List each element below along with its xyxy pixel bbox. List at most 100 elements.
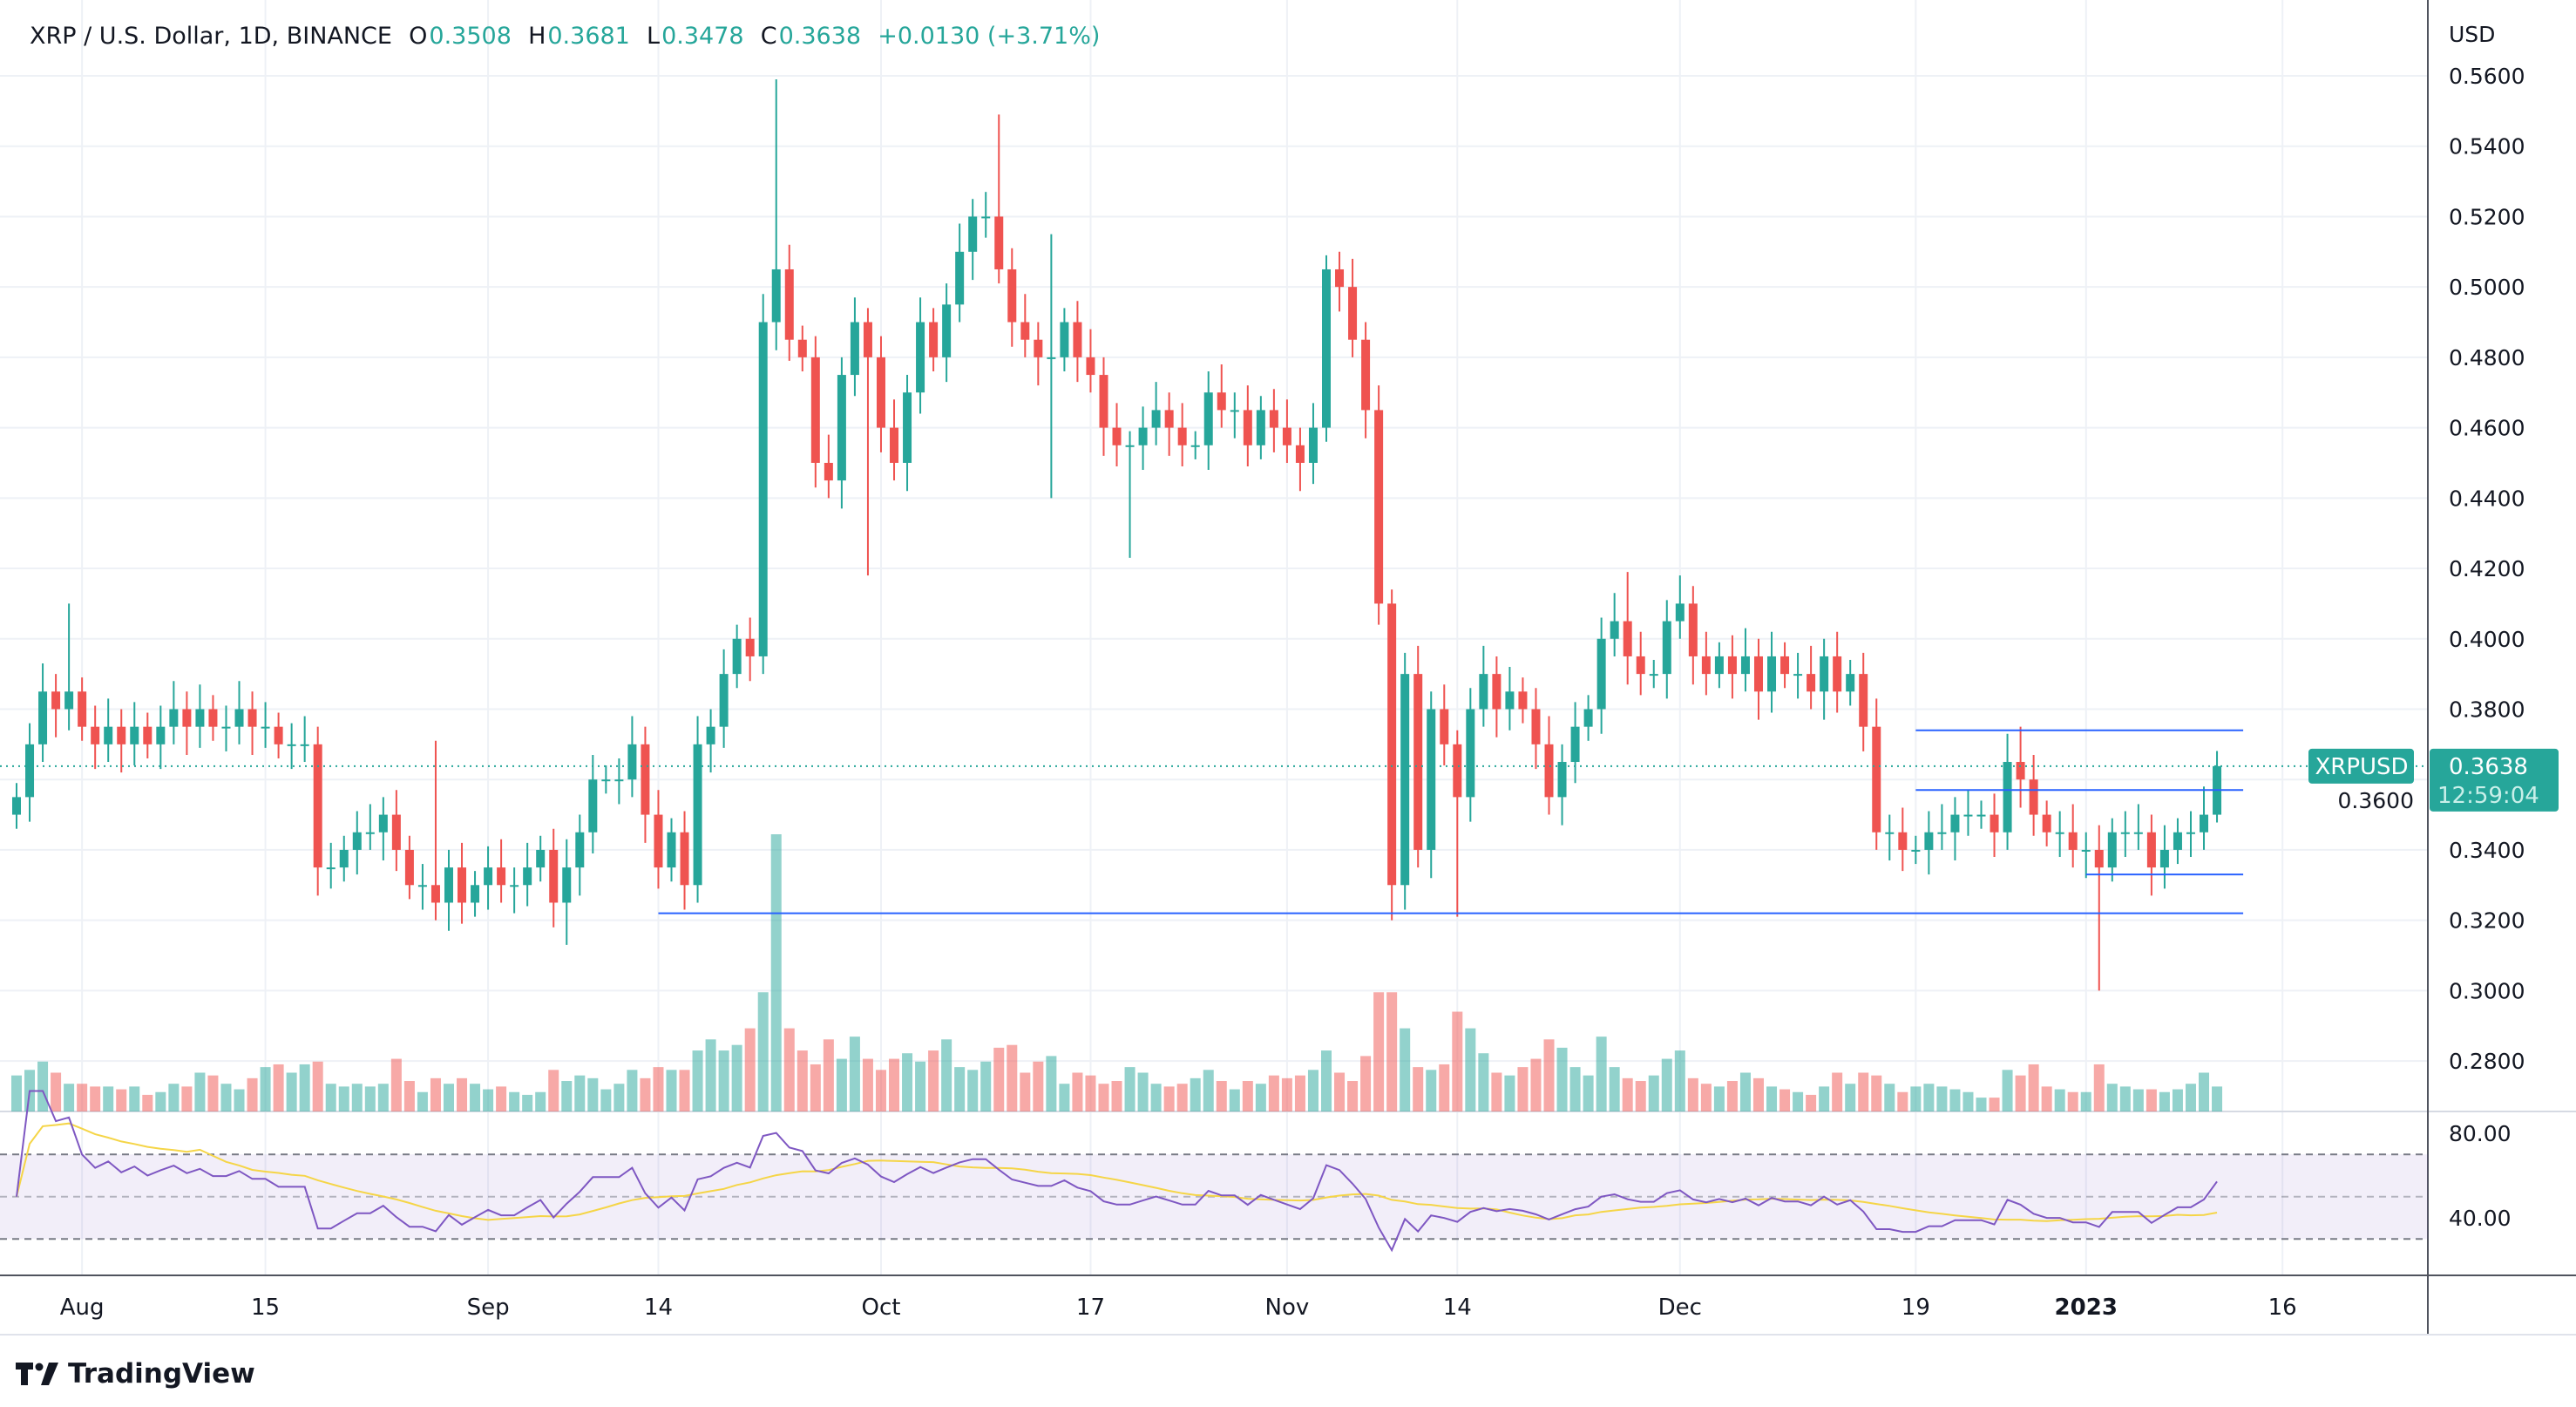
candle-body xyxy=(1924,832,1934,850)
volume-bar xyxy=(168,1084,180,1111)
volume-bar xyxy=(1871,1075,1882,1111)
price-tick-label: 0.5400 xyxy=(2449,134,2525,160)
volume-bar xyxy=(980,1061,992,1111)
volume-bar xyxy=(1661,1058,1672,1111)
open-value: 0.3508 xyxy=(429,23,512,50)
candle-body xyxy=(1060,322,1069,357)
volume-bar xyxy=(1163,1086,1175,1111)
volume-bar xyxy=(993,1047,1005,1111)
volume-bar xyxy=(2132,1089,2144,1111)
volume-bar xyxy=(103,1086,114,1111)
volume-bar xyxy=(234,1089,245,1111)
volume-bar xyxy=(1884,1084,1895,1111)
candle-body xyxy=(784,268,794,340)
candle-body xyxy=(378,814,388,833)
volume-bar xyxy=(1386,992,1398,1111)
volume-bar xyxy=(116,1089,127,1111)
candle-body xyxy=(117,726,126,744)
volume-bar xyxy=(1321,1050,1332,1111)
ticker-badge-label: XRPUSD xyxy=(2315,754,2408,780)
volume-bar xyxy=(928,1050,939,1111)
candle-body xyxy=(903,392,912,463)
volume-bar xyxy=(1713,1086,1725,1111)
candle-body xyxy=(745,638,755,656)
candle-body xyxy=(810,357,820,463)
volume-bar xyxy=(338,1086,349,1111)
last-price-value: 0.3638 xyxy=(2449,754,2528,780)
candle-body xyxy=(1820,656,1829,692)
candle-body xyxy=(968,216,978,252)
candle-body xyxy=(1295,445,1305,463)
candle-body xyxy=(143,726,153,744)
volume-bar xyxy=(1949,1089,1961,1111)
volume-bar xyxy=(797,1050,808,1111)
candle-body xyxy=(1583,709,1593,727)
candle-body xyxy=(2016,762,2025,780)
volume-bar xyxy=(1687,1077,1698,1111)
price-tick-label: 0.4800 xyxy=(2449,345,2525,370)
volume-bar xyxy=(1635,1081,1646,1111)
candle-body xyxy=(1374,410,1384,604)
volume-bar xyxy=(1268,1075,1279,1111)
volume-bar xyxy=(783,1028,795,1111)
candle-body xyxy=(863,322,872,357)
candle-body xyxy=(601,779,611,782)
volume-bar xyxy=(1294,1075,1305,1111)
candle-body xyxy=(169,709,179,727)
volume-bar xyxy=(142,1094,153,1111)
candle-body xyxy=(1872,726,1881,833)
volume-bar xyxy=(1072,1072,1083,1111)
candle-body xyxy=(588,779,598,833)
candle-body xyxy=(38,691,48,744)
volume-bar xyxy=(1360,1056,1372,1111)
legend-header: XRP / U.S. Dollar, 1D, BINANCE O0.3508 H… xyxy=(30,23,1102,50)
candle-body xyxy=(12,797,21,815)
candle-body xyxy=(1047,357,1056,359)
volume-bar xyxy=(1255,1084,1266,1111)
candle-body xyxy=(1649,674,1658,676)
volume-bar xyxy=(1046,1056,1057,1111)
high-value: 0.3681 xyxy=(547,23,630,50)
candle-body xyxy=(326,867,336,870)
volume-bar xyxy=(325,1084,336,1111)
candle-body xyxy=(221,726,231,729)
candle-body xyxy=(1269,410,1278,428)
candle-body xyxy=(2042,814,2051,833)
volume-bar xyxy=(1832,1072,1843,1111)
volume-bar xyxy=(443,1084,454,1111)
tradingview-logo[interactable]: TradingView xyxy=(16,1358,255,1390)
volume-bar xyxy=(1413,1067,1424,1111)
volume-bar xyxy=(744,1028,756,1111)
volume-bar xyxy=(1766,1086,1778,1111)
volume-bar xyxy=(692,1050,703,1111)
price-tick-label: 0.2800 xyxy=(2449,1049,2525,1074)
volume-bar xyxy=(1033,1061,1044,1111)
price-tick-label: 0.4200 xyxy=(2449,556,2525,581)
volume-bar xyxy=(1059,1084,1070,1111)
volume-bar xyxy=(286,1072,297,1111)
volume-bar xyxy=(770,834,782,1111)
volume-bar xyxy=(1739,1072,1751,1111)
candle-body xyxy=(706,726,715,744)
volume-bar xyxy=(2015,1075,2026,1111)
volume-bar xyxy=(207,1075,219,1111)
candle-body xyxy=(2186,832,2195,834)
candle-body xyxy=(1714,656,1724,675)
candle-body xyxy=(1753,656,1763,692)
candle-body xyxy=(890,427,899,463)
volume-bar xyxy=(496,1086,507,1111)
candle-body xyxy=(981,216,991,219)
candle-body xyxy=(1662,621,1671,675)
volume-bar xyxy=(273,1064,284,1111)
volume-bar xyxy=(1465,1028,1476,1111)
candle-body xyxy=(2029,779,2038,815)
volume-bar xyxy=(2041,1086,2052,1111)
volume-bar xyxy=(1176,1084,1188,1111)
volume-bar xyxy=(849,1037,860,1111)
candle-body xyxy=(1230,410,1239,412)
bar-countdown: 12:59:04 xyxy=(2437,783,2539,809)
volume-bar xyxy=(535,1091,546,1111)
candle-body xyxy=(654,814,663,868)
time-tick-label: 14 xyxy=(1443,1295,1472,1321)
